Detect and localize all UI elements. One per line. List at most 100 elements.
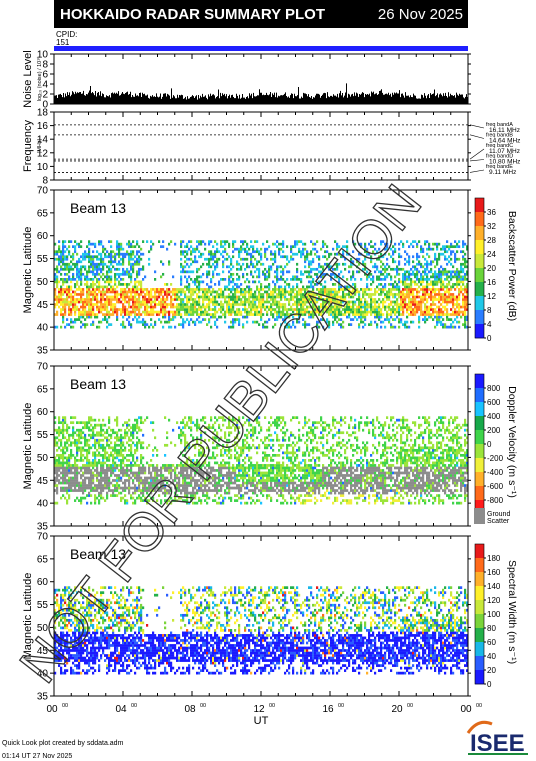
power-cell: [438, 305, 441, 309]
power-cell: [92, 265, 95, 269]
power-cell: [220, 315, 223, 319]
power-cell: [92, 260, 95, 264]
power-cell: [180, 270, 183, 274]
power-cell: [336, 313, 339, 316]
power-cell: [128, 298, 131, 301]
power-cell: [296, 242, 299, 246]
velocity-cell: [108, 418, 111, 422]
power-cell: [350, 323, 353, 326]
power-cell: [346, 250, 349, 254]
velocity-cell: [98, 454, 101, 457]
power-cell: [460, 288, 463, 291]
velocity-cell: [56, 469, 59, 472]
power-cell: [318, 270, 321, 274]
power-cell: [384, 247, 387, 251]
power-cell: [134, 278, 137, 281]
velocity-cell: [54, 479, 57, 482]
power-cell: [442, 283, 445, 286]
velocity-cell: [70, 484, 73, 487]
power-cell: [232, 250, 235, 254]
power-cell: [138, 280, 141, 284]
velocity-cell: [110, 489, 113, 492]
power-cell: [220, 305, 223, 309]
power-cell: [378, 275, 381, 279]
power-cell: [214, 267, 217, 271]
power-cell: [324, 293, 327, 296]
power-cell: [54, 278, 57, 281]
power-cell: [92, 290, 95, 294]
power-cell: [92, 310, 95, 314]
power-cell: [444, 305, 447, 309]
power-cell: [438, 310, 441, 314]
power-cell: [342, 325, 345, 329]
power-cell: [180, 288, 183, 291]
power-cell: [374, 270, 377, 274]
power-cell: [56, 257, 59, 261]
power-cell: [112, 298, 115, 301]
power-cell: [56, 265, 59, 269]
power-cell: [450, 242, 453, 246]
power-cell: [204, 290, 207, 294]
power-cell: [396, 285, 399, 289]
power-cell: [448, 313, 451, 316]
velocity-cell: [102, 438, 105, 442]
power-cell: [258, 290, 261, 294]
velocity-cell: [56, 431, 59, 435]
velocity-cell: [82, 426, 85, 430]
power-cell: [462, 323, 465, 326]
power-cell: [168, 303, 171, 306]
power-cell: [374, 305, 377, 309]
power-cell: [120, 295, 123, 299]
power-cell: [380, 320, 383, 324]
velocity-cell: [72, 454, 75, 457]
power-cell: [450, 308, 453, 311]
power-cell: [442, 252, 445, 256]
velocity-cell: [92, 461, 95, 465]
power-cell: [334, 305, 337, 309]
power-cell: [432, 295, 435, 299]
power-cell: [444, 270, 447, 274]
power-cell: [110, 323, 113, 326]
power-cell: [404, 323, 407, 326]
power-cell: [240, 303, 243, 306]
power-cell: [64, 308, 67, 311]
power-cell: [352, 272, 355, 276]
power-cell: [198, 295, 201, 299]
power-cell: [122, 323, 125, 326]
velocity-cell: [116, 421, 119, 425]
power-cell: [236, 288, 239, 291]
power-cell: [194, 280, 197, 284]
power-cell: [94, 267, 97, 271]
velocity-cell: [110, 428, 113, 432]
power-cell: [338, 313, 341, 316]
power-cell: [382, 285, 385, 289]
power-cell: [130, 275, 133, 279]
power-cell: [332, 323, 335, 326]
power-cell: [54, 250, 57, 254]
power-cell: [246, 285, 249, 289]
power-cell: [108, 280, 111, 284]
power-cell: [304, 320, 307, 324]
power-cell: [106, 313, 109, 316]
velocity-cell: [94, 496, 97, 500]
power-cell: [136, 300, 139, 304]
power-cell: [388, 252, 391, 256]
power-cell: [256, 262, 259, 266]
power-cell: [142, 290, 145, 294]
power-cell: [440, 303, 443, 306]
power-cell: [412, 255, 415, 259]
power-cell: [460, 280, 463, 284]
power-cell: [210, 240, 213, 243]
power-cell: [64, 313, 67, 316]
power-cell: [286, 262, 289, 266]
power-cell: [106, 290, 109, 294]
velocity-cell: [114, 451, 117, 455]
power-cell: [410, 280, 413, 284]
power-cell: [396, 298, 399, 301]
power-cell: [104, 280, 107, 284]
power-cell: [318, 320, 321, 324]
power-cell: [454, 313, 457, 316]
power-cell: [462, 295, 465, 299]
power-cell: [408, 272, 411, 276]
power-cell: [458, 293, 461, 296]
